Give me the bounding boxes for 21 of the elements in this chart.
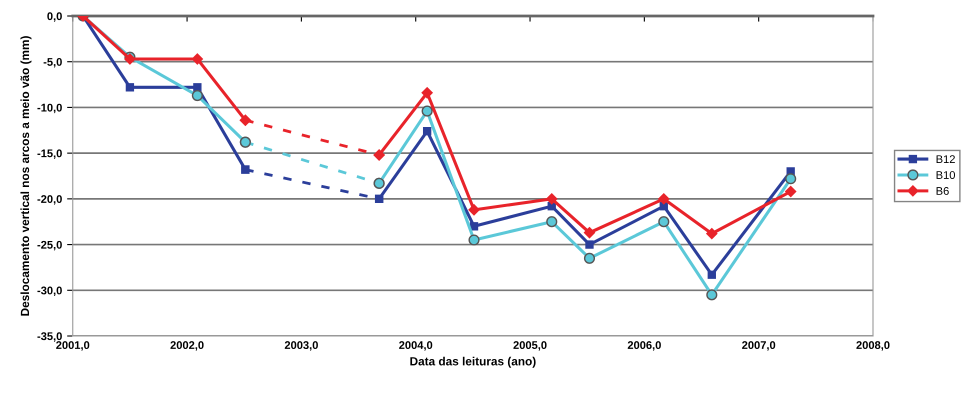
y-tick-label: -30,0 [37,286,62,296]
y-tick-label: -10,0 [37,104,62,114]
legend-label: B12 [936,155,955,163]
x-tick-label: 2002,0 [170,341,204,351]
x-tick-label: 2001,0 [56,341,90,351]
x-tick-label: 2005,0 [513,341,547,351]
x-tick-label: 2006,0 [628,341,661,351]
y-tick-label: 0,0 [47,12,62,22]
x-tick-label: 2008,0 [856,341,890,351]
y-tick-label: -5,0 [44,58,62,68]
legend-label: B10 [936,171,956,179]
legend-label: B6 [936,187,949,195]
x-tick-label: 2003,0 [284,341,318,351]
y-axis-title: Deslocamento vertical nos arcos a meio vão (mm) [20,36,32,316]
x-tick-label: 2004,0 [399,341,432,351]
x-tick-label: 2007,0 [742,341,776,351]
y-tick-label: -25,0 [37,240,62,250]
y-tick-label: -35,0 [37,332,62,342]
x-axis-title: Data das leituras (ano) [410,356,536,368]
y-tick-label: -15,0 [37,149,62,159]
y-tick-label: -20,0 [37,195,62,205]
